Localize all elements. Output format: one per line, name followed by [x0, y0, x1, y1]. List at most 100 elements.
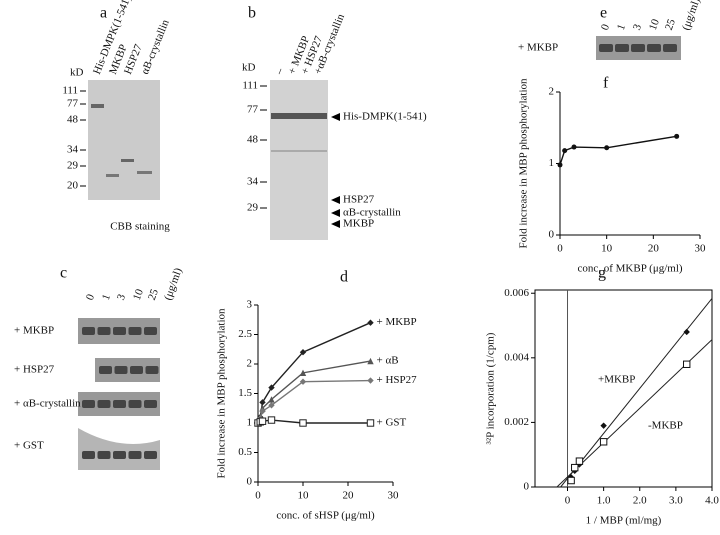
gel-band	[82, 400, 95, 408]
data-point	[367, 319, 374, 326]
gel-band	[144, 327, 157, 335]
y-tick-label: 2.5	[238, 328, 252, 340]
plot-frame	[534, 289, 713, 488]
y-axis-label: ³²P incorporation (1/cpm)	[485, 332, 497, 444]
row-label: + GST	[14, 440, 44, 452]
arrowhead	[331, 220, 340, 228]
y-tick-label: 0	[524, 481, 530, 493]
gel-band	[99, 366, 112, 374]
panel-label: b	[248, 5, 256, 22]
gel-band	[113, 327, 126, 335]
marker-label: 77	[67, 98, 79, 110]
data-point	[299, 349, 307, 356]
data-point	[683, 360, 691, 368]
y-tick-label: 1.5	[238, 387, 252, 399]
arrowhead	[331, 113, 340, 121]
x-axis-label: conc. of sHSP (μg/ml)	[276, 510, 375, 522]
lane-label: 0	[84, 292, 97, 302]
gel-band	[113, 400, 126, 408]
y-axis-label: Fold increase in MBP phosphorylation	[518, 78, 530, 249]
gel-band	[271, 150, 327, 152]
gel-band	[82, 327, 95, 335]
lane-label: –	[273, 66, 287, 77]
x-tick-label: 0	[565, 495, 571, 507]
gel-band	[144, 400, 157, 408]
data-point	[557, 162, 563, 168]
x-axis-label: 1 / MBP (ml/mg)	[586, 515, 662, 527]
y-tick-label: 2	[549, 86, 555, 98]
series-label: -MKBP	[648, 420, 683, 432]
lane-label: 3	[631, 22, 644, 32]
data-point	[299, 419, 307, 427]
data-line	[257, 322, 371, 424]
lane-label: 10	[647, 17, 662, 32]
y-tick-label: 0.002	[504, 416, 529, 428]
marker-label: 29	[247, 202, 259, 214]
data-point	[571, 144, 577, 150]
unit-label: (μg/ml)	[162, 266, 185, 302]
x-tick-label: 10	[298, 490, 310, 502]
panel-label: g	[598, 265, 606, 282]
band-label: αB-crystallin	[343, 207, 401, 219]
x-tick-label: 20	[343, 490, 355, 502]
gel-band	[599, 44, 613, 52]
y-tick-label: 1	[247, 417, 253, 429]
data-point	[604, 145, 610, 151]
data-point	[299, 378, 307, 385]
y-tick-label: 0.5	[238, 446, 252, 458]
band-label: His-DMPK(1-541)	[343, 111, 427, 123]
gel-band	[97, 400, 111, 408]
marker-label: 111	[242, 80, 258, 92]
y-tick-label: 0.006	[504, 287, 529, 299]
data-point	[299, 369, 307, 377]
data-point	[268, 402, 275, 409]
data-point	[683, 328, 690, 336]
gel-band	[128, 451, 142, 459]
gel-band	[113, 451, 126, 459]
x-tick-label: 10	[601, 243, 613, 255]
data-point	[571, 463, 579, 472]
data-point	[600, 422, 607, 429]
marker-label: 77	[247, 104, 259, 116]
gel-band	[128, 400, 142, 408]
y-tick-label: 0.004	[504, 351, 529, 363]
lane-label: 1	[100, 293, 113, 302]
y-tick-label: 1	[549, 157, 555, 169]
gel-band	[114, 366, 128, 374]
marker-label: 111	[62, 85, 78, 97]
marker-label: 20	[67, 180, 79, 192]
data-point	[268, 396, 275, 403]
x-tick-label: 0	[557, 243, 563, 255]
x-tick-label: 4.0	[705, 495, 719, 507]
gel-band	[271, 113, 327, 119]
gel-band	[106, 174, 119, 177]
x-tick-label: 30	[388, 490, 400, 502]
marker-label: 48	[67, 114, 79, 126]
panel-label: f	[603, 75, 609, 92]
row-label: + MKBP	[14, 325, 54, 337]
marker-label: 34	[247, 176, 259, 188]
series-label: + GST	[377, 417, 407, 429]
y-tick-label: 2	[247, 358, 253, 370]
row-label: + MKBP	[518, 42, 558, 54]
data-point	[562, 148, 568, 154]
x-tick-label: 2.0	[633, 495, 647, 507]
y-tick-label: 0	[549, 229, 555, 241]
x-tick-label: 30	[695, 243, 707, 255]
lane-label: 25	[146, 287, 161, 302]
gel-band	[647, 44, 661, 52]
gel-band	[82, 451, 95, 459]
caption: CBB staining	[110, 221, 170, 233]
lane-label: 10	[131, 287, 146, 302]
fit-line	[560, 298, 713, 488]
band-label: HSP27	[343, 194, 375, 206]
row-label: + HSP27	[14, 364, 55, 376]
gel-band	[631, 44, 645, 52]
gel-band	[97, 327, 111, 335]
gel-band	[144, 451, 157, 459]
unit-label: kD	[70, 67, 84, 79]
data-point	[259, 408, 266, 415]
lane-label: 25	[663, 17, 678, 32]
data-point	[599, 438, 608, 446]
